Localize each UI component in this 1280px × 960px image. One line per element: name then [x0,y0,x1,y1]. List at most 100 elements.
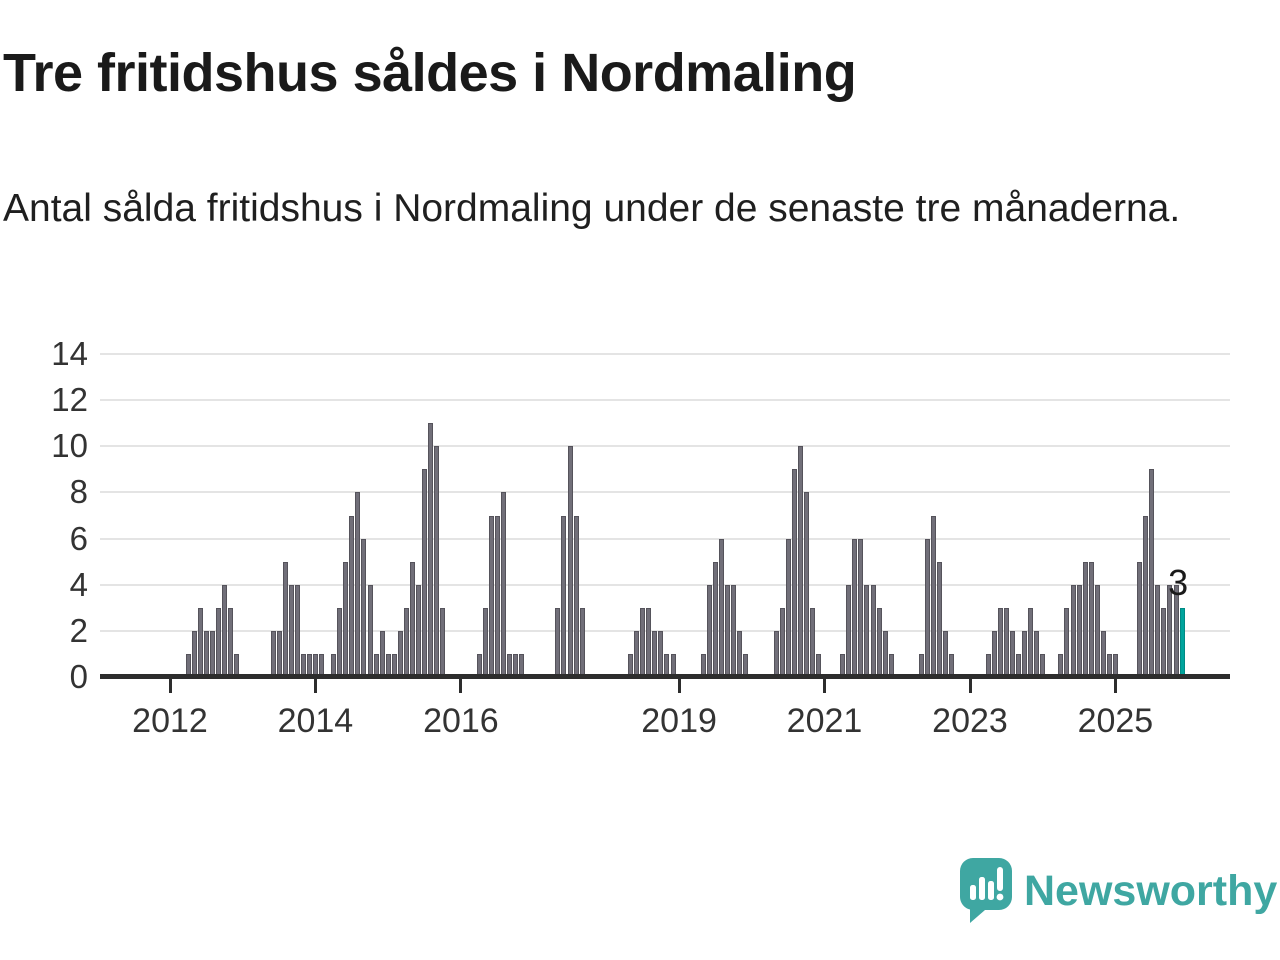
gridline [100,629,1230,632]
bar [991,630,997,677]
bar [1143,515,1149,677]
bar [482,607,488,677]
bar [876,607,882,677]
bar [573,515,579,677]
x-axis-line [100,674,1230,679]
y-tick-label: 12 [51,381,88,419]
chart-subtitle: Antal sålda fritidshus i Nordmaling unde… [3,187,1181,230]
newsworthy-wordmark: Newsworthy [1024,866,1278,915]
bar [367,584,373,677]
bar [579,607,585,677]
bar [852,538,858,677]
bar [1161,607,1167,677]
bar [488,515,494,677]
x-tick-mark [677,678,681,693]
bar [858,538,864,677]
bar [1070,584,1076,677]
bar [731,584,737,677]
x-tick-mark [1113,678,1117,693]
bar [1082,561,1088,677]
gridline [100,399,1230,402]
bar [222,584,227,677]
bar [561,515,567,677]
bar [1137,561,1143,677]
bar [997,607,1003,677]
bar [343,561,349,677]
bar [719,538,724,677]
bar [1003,607,1009,677]
bar [397,630,403,677]
y-tick-label: 2 [69,611,88,649]
bar [1100,630,1106,677]
bar [870,584,876,677]
bar [1155,584,1161,677]
bar [434,446,440,677]
bar [440,607,446,677]
bar [379,630,385,677]
bar [646,607,652,677]
bar [422,469,427,677]
gridline [100,491,1230,494]
gridline [100,583,1230,586]
bar [276,630,282,677]
bar [294,584,300,677]
x-tick-mark [313,678,317,693]
bar [797,446,803,677]
bar [355,492,361,677]
x-tick-label: 2016 [423,702,499,740]
bar [228,607,234,677]
bar [785,538,791,677]
bar [500,492,506,677]
x-tick-label: 2023 [932,702,1008,740]
x-tick-label: 2025 [1077,702,1154,740]
bar [1149,469,1155,677]
newsworthy-logo: Newsworthy [960,858,1277,924]
bar [567,446,573,677]
x-tick-label: 2019 [641,702,717,740]
x-tick-mark [968,678,972,693]
x-tick-mark [168,678,172,693]
bar [658,630,664,677]
bar [191,630,197,677]
bar [209,630,215,677]
bar [1094,584,1100,677]
bar [773,630,779,677]
y-tick-label: 4 [69,565,88,603]
gridline [100,445,1230,448]
bar [403,607,409,677]
bar [1009,630,1015,677]
x-tick-mark [823,678,826,693]
bar [555,607,561,677]
y-tick-label: 6 [69,519,88,557]
bar [1028,607,1034,677]
bar [203,630,209,677]
bar [809,607,815,677]
last-value-label: 3 [1168,561,1189,603]
bar [737,630,743,677]
bar [931,515,937,677]
y-tick-label: 10 [51,427,88,465]
bar [1022,630,1027,677]
bar [706,584,712,677]
bar [882,630,888,677]
bar [640,607,646,677]
bar [1076,584,1082,677]
bar [1064,607,1070,677]
x-tick-label: 2014 [277,702,354,740]
bar [925,538,930,677]
bar [712,561,718,677]
bar [361,538,367,677]
bar [725,584,730,677]
bar [349,515,355,677]
bar [216,607,221,677]
x-tick-mark [459,678,463,693]
highlight-bar [1179,607,1185,677]
bar [846,584,852,677]
bar [270,630,276,677]
bar [409,561,415,677]
gridline [100,353,1230,355]
y-tick-label: 0 [69,658,88,695]
gridline [100,537,1230,540]
bar [337,607,343,677]
